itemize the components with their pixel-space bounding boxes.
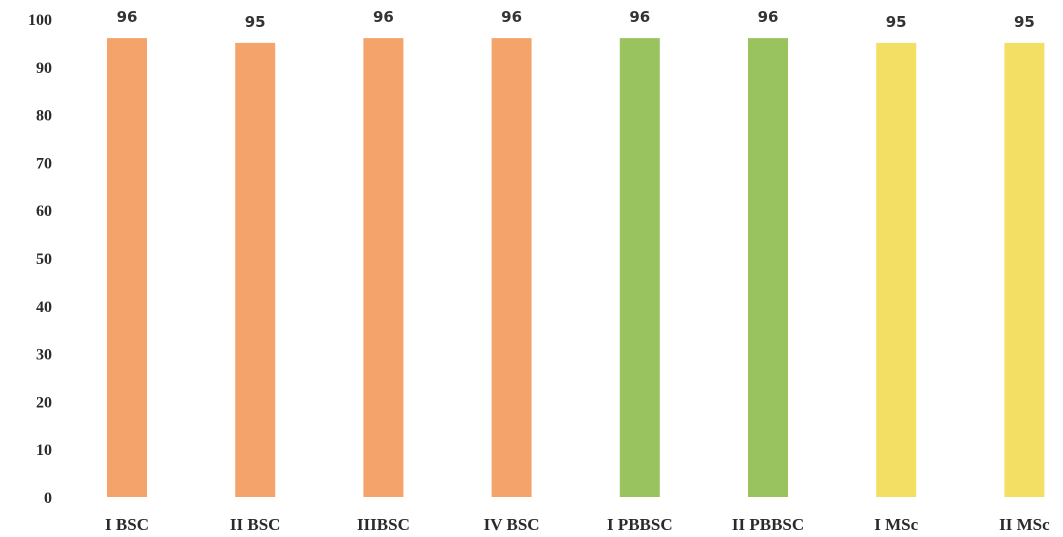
bar: [363, 38, 404, 498]
y-tick-label: 40: [36, 299, 52, 316]
y-tick-label: 80: [36, 108, 52, 125]
bar: [235, 42, 276, 498]
data-label: 96: [373, 8, 394, 26]
x-tick-label: I PBBSC: [607, 515, 673, 534]
data-label: 96: [629, 8, 650, 26]
bar: [1004, 42, 1045, 498]
bar: [107, 38, 147, 498]
y-tick-label: 90: [36, 60, 52, 77]
x-tick-label: II BSC: [230, 515, 281, 534]
bar: [619, 38, 660, 498]
x-tick-label: I MSc: [874, 515, 918, 534]
data-label: 95: [245, 13, 266, 31]
y-tick-label: 60: [36, 203, 52, 220]
y-tick-label: 100: [28, 12, 52, 29]
x-tick-label: II PBBSC: [732, 515, 804, 534]
bar: [491, 38, 532, 498]
bar: [876, 42, 917, 498]
y-tick-label: 0: [44, 490, 52, 507]
data-label: 95: [886, 13, 907, 31]
x-axis-ticks: I BSC II BSC IIIBSC IV BSC I PBBSC II PBBSC I …: [105, 515, 1050, 534]
data-label: 96: [758, 8, 779, 26]
y-tick-label: 70: [36, 155, 52, 172]
bars-group: [107, 38, 1045, 498]
data-label: 96: [501, 8, 522, 26]
y-axis-ticks: 0 10 20 30 40 50 60 70 80 90 100: [28, 12, 52, 507]
data-label: 95: [1014, 13, 1035, 31]
x-tick-label: II MSc: [999, 515, 1050, 534]
y-tick-label: 20: [36, 394, 52, 411]
y-tick-label: 30: [36, 347, 52, 364]
data-label: 96: [117, 8, 138, 26]
y-tick-label: 50: [36, 251, 52, 268]
x-tick-label: I BSC: [105, 515, 149, 534]
bar: [748, 38, 788, 498]
x-tick-label: IV BSC: [484, 515, 540, 534]
y-tick-label: 10: [36, 442, 52, 459]
x-tick-label: IIIBSC: [357, 515, 410, 534]
data-labels-group: 96 95 96 96 96 96 95 95: [117, 8, 1035, 31]
